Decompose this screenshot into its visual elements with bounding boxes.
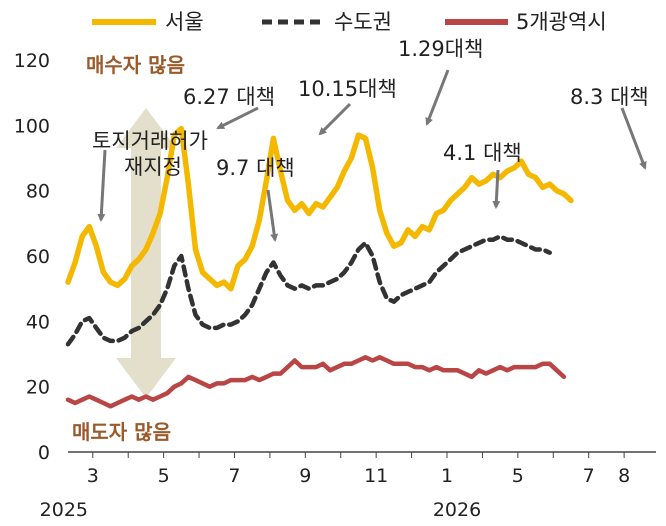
x-tick-label: 8: [618, 465, 630, 487]
x-tick-label: 3: [87, 465, 99, 487]
series-line-2: [65, 355, 567, 409]
annotation-label-line2: 재지정: [124, 155, 182, 179]
x-tick-label: 1: [441, 465, 453, 487]
legend-label-metro: 5개광역시: [516, 10, 607, 34]
annotation-arrow: [425, 69, 450, 126]
annotation-arrow: [266, 189, 279, 242]
annotation-label: 9.7 대책: [216, 156, 295, 180]
legend: 서울 수도권 5개광역시: [92, 10, 607, 34]
x-year-label: 2026: [433, 499, 481, 521]
legend-label-seoul: 서울: [165, 10, 204, 34]
legend-label-capital: 수도권: [334, 10, 392, 34]
series-line-0: [65, 125, 574, 292]
annotation-label: 10.15대책: [298, 77, 397, 101]
band-label-top: 매수자 많음: [86, 53, 185, 77]
x-tick-label: 5: [158, 465, 170, 487]
y-tick-label: 40: [26, 311, 50, 333]
annotation-arrow: [216, 106, 259, 130]
x-tick-label: 5: [512, 465, 524, 487]
annotation-arrow: [620, 107, 647, 170]
annotation-label: 1.29대책: [398, 37, 483, 61]
series-line-1: [65, 234, 552, 347]
y-tick-label: 120: [14, 50, 50, 72]
series-layer: [65, 125, 574, 409]
y-tick-label: 60: [26, 246, 50, 268]
annotation-arrow: [97, 149, 107, 222]
y-tick-label: 80: [26, 181, 50, 203]
annotation-arrow: [318, 102, 352, 136]
y-tick-label: 100: [14, 115, 50, 137]
annotation-label: 토지거래허가: [92, 129, 208, 153]
y-tick-label: 20: [26, 377, 50, 399]
x-tick-label: 7: [583, 465, 595, 487]
x-tick-label: 7: [228, 465, 240, 487]
x-tick-label: 9: [299, 465, 311, 487]
annotation-label: 6.27 대책: [183, 85, 275, 109]
annotation-label: 8.3 대책: [570, 85, 649, 109]
band-label-bottom: 매도자 많음: [72, 420, 171, 444]
x-tick-label: 11: [364, 465, 388, 487]
y-tick-label: 0: [38, 442, 50, 464]
annotation-arrow: [492, 169, 501, 209]
annotation-label: 4.1 대책: [443, 141, 522, 165]
x-year-label: 2025: [40, 499, 88, 521]
